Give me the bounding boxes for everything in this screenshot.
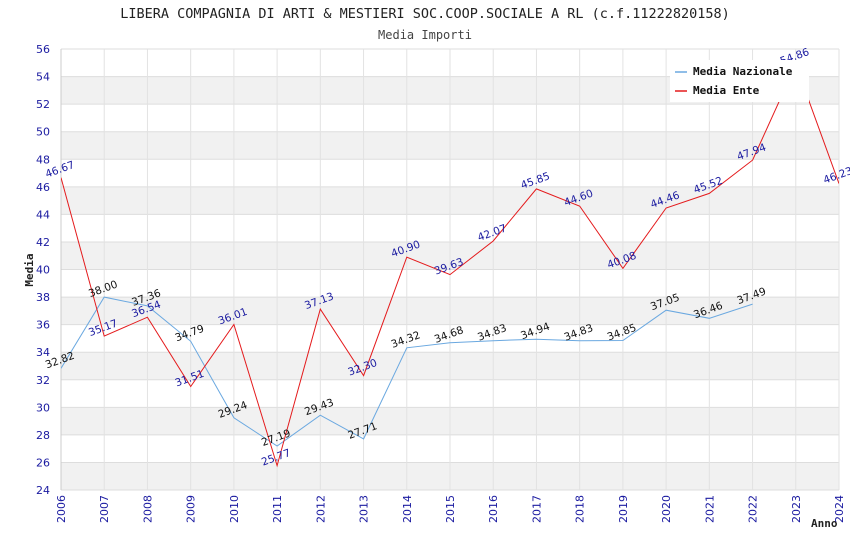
y-tick-label: 26 [36, 456, 50, 469]
x-tick-label: 2020 [660, 495, 673, 523]
y-tick-label: 42 [36, 236, 50, 249]
x-tick-label: 2013 [358, 495, 371, 523]
legend-box [670, 60, 809, 102]
y-tick-label: 48 [36, 153, 50, 166]
y-tick-label: 34 [36, 346, 50, 359]
data-label-media-ente: 42.07 [476, 222, 508, 244]
x-tick-label: 2015 [444, 495, 457, 523]
x-tick-label: 2014 [401, 495, 414, 523]
y-tick-label: 52 [36, 98, 50, 111]
x-tick-label: 2022 [747, 495, 760, 523]
legend-entry-ente: Media Ente [693, 84, 760, 97]
x-tick-label: 2007 [98, 495, 111, 523]
x-tick-label: 2011 [271, 495, 284, 523]
x-axis-ticks: 2006 2007 2008 2009 2010 2011 2012 2013 2014 2015… [55, 495, 846, 523]
y-tick-label: 36 [36, 319, 50, 332]
y-tick-label: 50 [36, 126, 50, 139]
series-line-media-ente [61, 63, 839, 468]
y-tick-label: 40 [36, 264, 50, 277]
x-tick-label: 2006 [55, 495, 68, 523]
y-axis-label: Media [23, 253, 36, 286]
x-tick-label: 2016 [487, 495, 500, 523]
y-tick-label: 46 [36, 181, 50, 194]
series-line-media-nazionale [61, 296, 753, 447]
x-tick-label: 2010 [228, 495, 241, 523]
x-tick-label: 2008 [141, 495, 154, 523]
y-tick-label: 32 [36, 374, 50, 387]
x-axis-label: Anno [811, 517, 838, 530]
x-tick-label: 2024 [833, 495, 846, 523]
y-axis-ticks: 24 26 28 30 32 34 36 38 40 42 44 46 48 50 52 54 56 [36, 43, 50, 497]
y-tick-label: 38 [36, 291, 50, 304]
x-tick-label: 2019 [617, 495, 630, 523]
y-tick-label: 30 [36, 401, 50, 414]
x-tick-label: 2012 [314, 495, 327, 523]
data-label-media-nazionale: 34.32 [390, 329, 422, 351]
legend: Media Nazionale Media Ente [670, 60, 809, 102]
x-tick-label: 2017 [530, 495, 543, 523]
x-tick-label: 2021 [703, 495, 716, 523]
series-group [61, 63, 839, 468]
y-tick-label: 54 [36, 71, 50, 84]
legend-entry-nazionale: Media Nazionale [693, 65, 793, 78]
y-tick-label: 56 [36, 43, 50, 56]
y-tick-label: 28 [36, 429, 50, 442]
chart-title: LIBERA COMPAGNIA DI ARTI & MESTIERI SOC.… [120, 6, 730, 22]
y-tick-label: 24 [36, 484, 50, 497]
x-tick-label: 2018 [574, 495, 587, 523]
x-tick-label: 2009 [185, 495, 198, 523]
chart-subtitle: Media Importi [378, 28, 472, 42]
data-label-media-ente: 46.23 [822, 165, 850, 187]
grid-lines [60, 48, 840, 491]
y-tick-label: 44 [36, 208, 50, 221]
x-tick-label: 2023 [790, 495, 803, 523]
